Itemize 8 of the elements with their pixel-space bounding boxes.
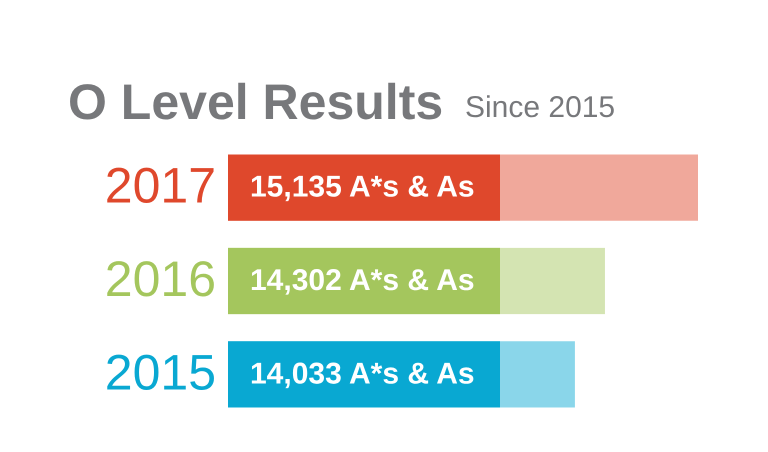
data-label: 14,302 A*s & As	[250, 264, 475, 297]
y-tick-label: 2015	[104, 344, 216, 400]
data-label: 15,135 A*s & As	[250, 170, 475, 204]
y-tick-label: 2017	[104, 158, 216, 214]
chart-subtitle: Since 2015	[465, 91, 616, 124]
chart-title: O Level Results	[68, 74, 444, 130]
y-tick-label: 2016	[104, 251, 216, 307]
data-label: 14,033 A*s & As	[250, 357, 475, 390]
